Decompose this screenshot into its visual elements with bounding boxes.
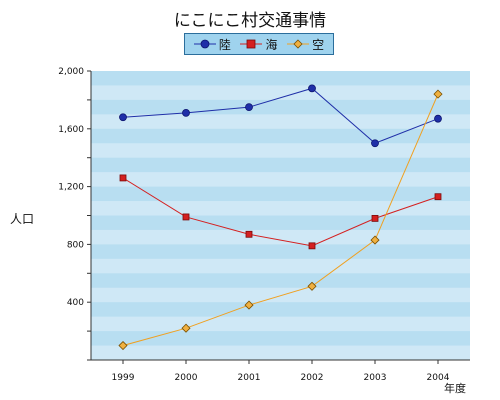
data-point [245, 103, 253, 112]
legend-label-land: 陸 [218, 37, 231, 52]
x-tick-label: 2003 [364, 373, 387, 383]
plot-band [91, 215, 470, 230]
x-axis-label: 年度 [444, 382, 466, 395]
plot-band [91, 157, 470, 173]
data-point [118, 340, 128, 351]
data-point [308, 84, 316, 93]
x-tick-label: 2002 [301, 373, 324, 383]
x-tick-label: 2004 [427, 373, 450, 383]
plot-band [91, 244, 470, 259]
data-point [181, 323, 191, 333]
chart-title: にこにこ村交通事情 [173, 11, 327, 31]
data-point [119, 113, 127, 122]
data-point [245, 230, 253, 238]
legend: 陸 海 空 [184, 33, 334, 55]
legend-item-air: 空 [287, 36, 324, 53]
legend-item-land: 陸 [193, 36, 231, 53]
legend-item-sea: 海 [240, 36, 277, 53]
data-point [244, 300, 254, 310]
data-point [433, 89, 443, 99]
plot-band [91, 128, 470, 144]
y-tick-label: 800 [67, 240, 84, 250]
y-tick-label: 1,600 [58, 125, 84, 135]
data-point [370, 235, 380, 245]
y-tick-label: 1,200 [58, 183, 84, 193]
data-point [434, 193, 442, 201]
data-point [182, 213, 190, 221]
data-point [434, 114, 442, 123]
y-tick-label: 2,000 [58, 67, 84, 77]
legend-marker-sea [240, 39, 263, 49]
data-point [371, 214, 379, 222]
data-point [307, 281, 317, 291]
data-point [308, 242, 316, 250]
legend-label-sea: 海 [265, 37, 278, 52]
data-point [371, 139, 379, 148]
x-tick-label: 2001 [238, 373, 261, 383]
series-line-0 [122, 87, 439, 144]
legend-marker-land [193, 39, 216, 49]
legend-label-air: 空 [312, 37, 325, 52]
data-point [182, 109, 190, 117]
data-point [119, 174, 127, 182]
x-tick-label: 2000 [175, 373, 198, 383]
legend-marker-air [287, 39, 310, 49]
series-line-2 [122, 93, 439, 347]
y-axis-label: 人口 [10, 212, 35, 226]
plot-band [91, 71, 470, 86]
plot-band [91, 186, 470, 202]
plot-band [91, 273, 470, 288]
plot-band [91, 331, 470, 346]
x-tick-label: 1999 [112, 373, 135, 383]
y-tick-label: 400 [67, 298, 84, 308]
plot-band [91, 99, 470, 115]
plot-band [91, 302, 470, 317]
